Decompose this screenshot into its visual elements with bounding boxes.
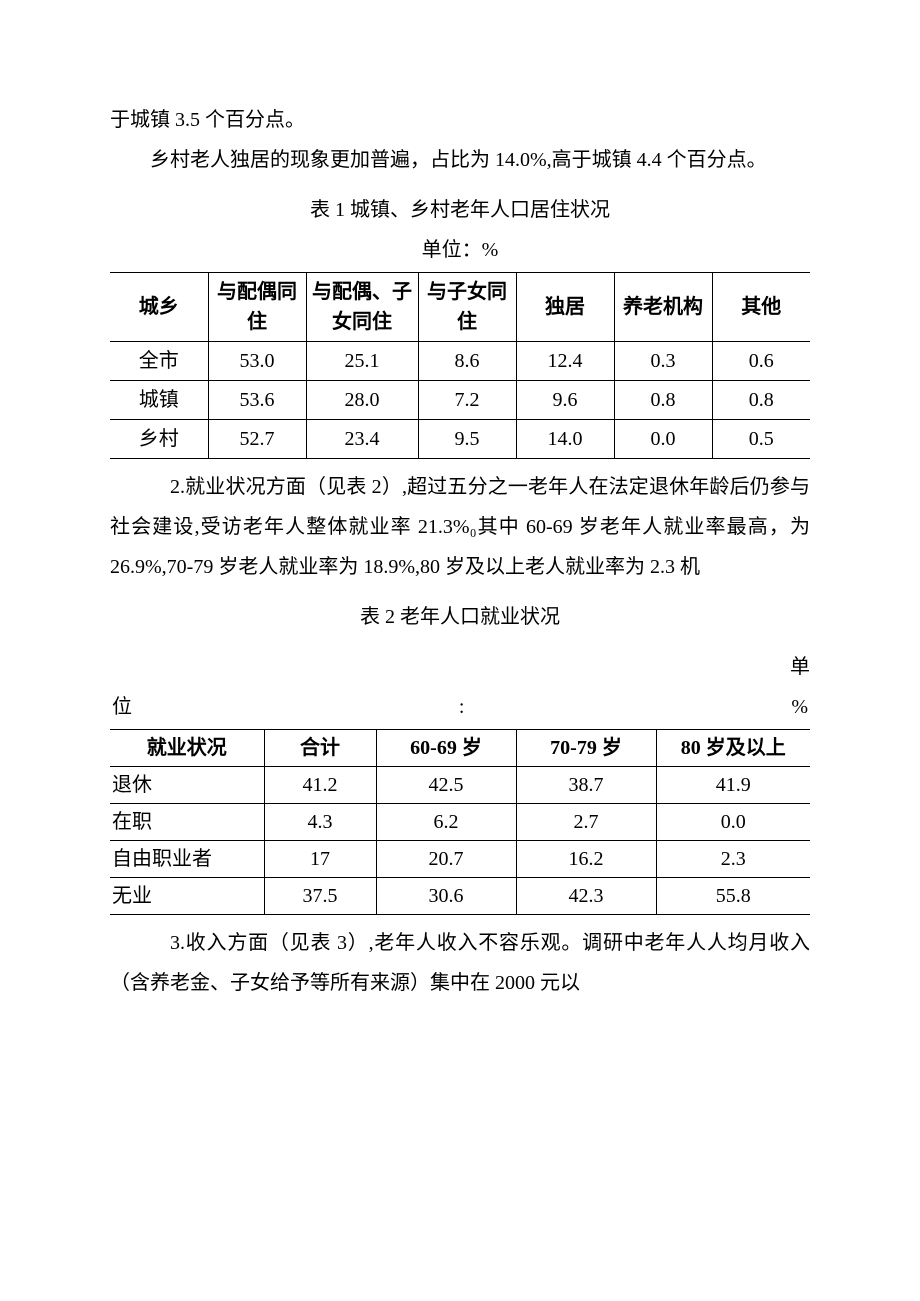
table1-title: 表 1 城镇、乡村老年人口居住状况 [110, 190, 810, 230]
table1-cell: 0.8 [614, 381, 712, 420]
table1-living-situation: 城乡 与配偶同住 与配偶、子女同住 与子女同住 独居 养老机构 其他 全市 53… [110, 272, 810, 459]
table2-employment: 就业状况 合计 60-69 岁 70-79 岁 80 岁及以上 退休 41.2 … [110, 730, 810, 915]
table2-header-row: 就业状况 合计 60-69 岁 70-79 岁 80 岁及以上 [110, 730, 810, 767]
table-row: 城镇 53.6 28.0 7.2 9.6 0.8 0.8 [110, 381, 810, 420]
table1-cell: 0.6 [712, 342, 810, 381]
table2-cell: 在职 [110, 804, 264, 841]
table1-cell: 53.6 [208, 381, 306, 420]
table1-cell: 28.0 [306, 381, 418, 420]
table1-cell: 8.6 [418, 342, 516, 381]
table2-cell: 退休 [110, 767, 264, 804]
table2-cell: 41.9 [656, 767, 810, 804]
table1-cell: 0.3 [614, 342, 712, 381]
unit-part: : [459, 687, 465, 727]
table1-cell: 9.5 [418, 420, 516, 459]
table2-col-header: 就业状况 [110, 730, 264, 767]
table2-unit-pre: 单 [110, 647, 810, 687]
table1-cell: 9.6 [516, 381, 614, 420]
table2-cell: 无业 [110, 878, 264, 915]
table2-col-header: 合计 [264, 730, 376, 767]
table1-col-header: 城乡 [110, 273, 208, 342]
table1-cell: 0.8 [712, 381, 810, 420]
table1-cell: 全市 [110, 342, 208, 381]
table2-cell: 30.6 [376, 878, 516, 915]
table2-cell: 37.5 [264, 878, 376, 915]
paragraph-continuation: 于城镇 3.5 个百分点。 [110, 100, 810, 140]
table1-col-header: 与子女同住 [418, 273, 516, 342]
table1-cell: 12.4 [516, 342, 614, 381]
table1-cell: 0.5 [712, 420, 810, 459]
paragraph-4: 3.收入方面（见表 3）,老年人收入不容乐观。调研中老年人人均月收入（含养老金、… [110, 923, 810, 1003]
table-row: 在职 4.3 6.2 2.7 0.0 [110, 804, 810, 841]
table1-header-row: 城乡 与配偶同住 与配偶、子女同住 与子女同住 独居 养老机构 其他 [110, 273, 810, 342]
table2-cell: 42.3 [516, 878, 656, 915]
table-row: 无业 37.5 30.6 42.3 55.8 [110, 878, 810, 915]
table2-col-header: 80 岁及以上 [656, 730, 810, 767]
paragraph-2: 乡村老人独居的现象更加普遍，占比为 14.0%,高于城镇 4.4 个百分点。 [110, 140, 810, 180]
table2-cell: 自由职业者 [110, 841, 264, 878]
table2-title: 表 2 老年人口就业状况 [110, 597, 810, 637]
table1-cell: 乡村 [110, 420, 208, 459]
paragraph-3: 2.就业状况方面（见表 2）,超过五分之一老年人在法定退休年龄后仍参与社会建设,… [110, 467, 810, 587]
table1-cell: 53.0 [208, 342, 306, 381]
table2-cell: 41.2 [264, 767, 376, 804]
table2-cell: 2.3 [656, 841, 810, 878]
table2-col-header: 60-69 岁 [376, 730, 516, 767]
table2-cell: 16.2 [516, 841, 656, 878]
table1-col-header: 独居 [516, 273, 614, 342]
table1-col-header: 与配偶、子女同住 [306, 273, 418, 342]
table2-cell: 4.3 [264, 804, 376, 841]
table1-unit: 单位：% [110, 230, 810, 270]
unit-part: 位 [112, 687, 132, 727]
table-row: 全市 53.0 25.1 8.6 12.4 0.3 0.6 [110, 342, 810, 381]
table1-col-header: 其他 [712, 273, 810, 342]
table1-col-header: 养老机构 [614, 273, 712, 342]
table-row: 乡村 52.7 23.4 9.5 14.0 0.0 0.5 [110, 420, 810, 459]
table2-cell: 2.7 [516, 804, 656, 841]
table2-cell: 55.8 [656, 878, 810, 915]
table1-cell: 23.4 [306, 420, 418, 459]
table-row: 退休 41.2 42.5 38.7 41.9 [110, 767, 810, 804]
table1-cell: 52.7 [208, 420, 306, 459]
table1-cell: 14.0 [516, 420, 614, 459]
table1-cell: 城镇 [110, 381, 208, 420]
table-row: 自由职业者 17 20.7 16.2 2.3 [110, 841, 810, 878]
table1-cell: 7.2 [418, 381, 516, 420]
table2-cell: 42.5 [376, 767, 516, 804]
table2-cell: 0.0 [656, 804, 810, 841]
table1-col-header: 与配偶同住 [208, 273, 306, 342]
table1-cell: 25.1 [306, 342, 418, 381]
table2-cell: 20.7 [376, 841, 516, 878]
table1-cell: 0.0 [614, 420, 712, 459]
table2-cell: 38.7 [516, 767, 656, 804]
table2-col-header: 70-79 岁 [516, 730, 656, 767]
table2-unit-line: 位 : % [110, 687, 810, 730]
table2-cell: 6.2 [376, 804, 516, 841]
unit-part: % [791, 687, 808, 727]
table2-cell: 17 [264, 841, 376, 878]
